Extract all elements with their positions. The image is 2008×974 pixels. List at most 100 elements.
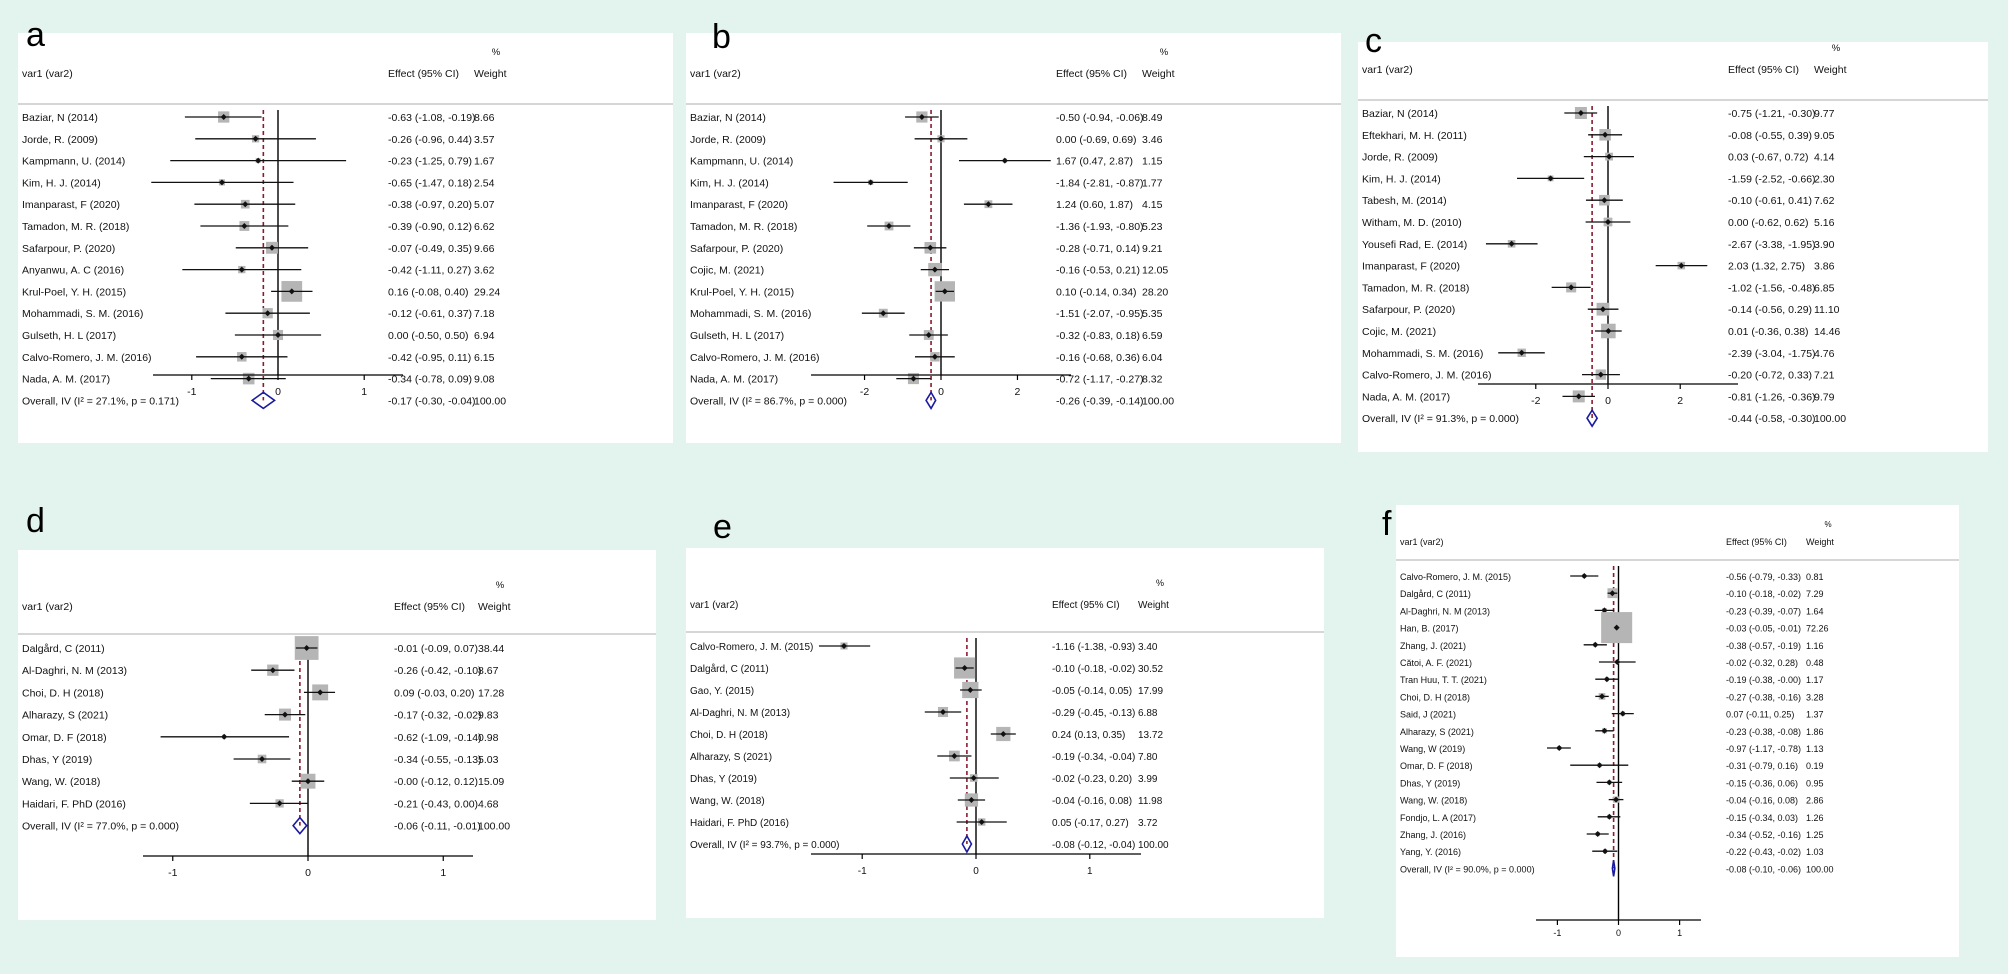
forest-panel-b: % var1 (var2) Effect (95% CI) Weight Baziar,… xyxy=(686,33,1341,443)
study-point-estimate xyxy=(1581,573,1588,579)
study-weight-text: 17.99 xyxy=(1138,686,1163,697)
study-point-estimate xyxy=(1601,607,1608,614)
study-label: Al-Daghri, N. M (2013) xyxy=(690,708,790,719)
study-effect-text: -0.10 (-0.18, -0.02) xyxy=(1726,589,1801,599)
study-label: Wang, W. (2018) xyxy=(1400,796,1467,806)
study-effect-text: -0.29 (-0.45, -0.13) xyxy=(1052,708,1135,719)
study-point-estimate xyxy=(245,375,252,382)
study-effect-text: -0.50 (-0.94, -0.06) xyxy=(1056,112,1144,124)
x-axis-tick-label: 0 xyxy=(1605,395,1611,407)
study-point-estimate xyxy=(970,775,977,781)
study-weight-text: 4.68 xyxy=(478,798,499,810)
study-weight-text: 5.23 xyxy=(1142,221,1163,233)
x-axis-tick-label: -1 xyxy=(187,386,196,398)
study-weight-text: 3.99 xyxy=(1138,774,1158,785)
study-effect-text: 2.03 (1.32, 2.75) xyxy=(1728,261,1805,273)
header-study-column: var1 (var2) xyxy=(22,68,73,80)
study-weight-text: 9.05 xyxy=(1814,130,1835,142)
x-axis-tick-label: -1 xyxy=(168,867,177,879)
study-effect-text: 0.09 (-0.03, 0.20) xyxy=(394,687,475,699)
study-point-estimate xyxy=(241,223,248,229)
study-point-estimate xyxy=(259,756,266,762)
study-label: Safarpour, P. (2020) xyxy=(22,243,115,255)
study-weight-text: 15.09 xyxy=(478,776,504,788)
study-weight-text: 9.83 xyxy=(478,710,499,722)
study-effect-text: -0.21 (-0.43, 0.00) xyxy=(394,798,478,810)
study-point-estimate xyxy=(303,645,310,651)
header-effect-column: Effect (95% CI) xyxy=(394,601,465,613)
study-label: Dhas, Y (2019) xyxy=(1400,778,1460,788)
study-weight-text: 1.26 xyxy=(1806,813,1824,823)
overall-label: Overall, IV (I² = 77.0%, p = 0.000) xyxy=(22,821,179,833)
study-weight-text: 5.03 xyxy=(478,754,499,766)
study-point-estimate xyxy=(1592,641,1599,648)
study-label: Jorde, R. (2009) xyxy=(690,134,766,146)
study-effect-text: -0.15 (-0.36, 0.06) xyxy=(1726,778,1798,788)
study-point-estimate xyxy=(1568,284,1575,291)
forest-plot-f: % var1 (var2) Effect (95% CI) Weight Calvo-R… xyxy=(1396,520,1959,938)
study-weight-text: 30.52 xyxy=(1138,664,1163,675)
forest-plot-a: % var1 (var2) Effect (95% CI) Weight Baziar,… xyxy=(18,47,673,410)
study-effect-text: -0.28 (-0.71, 0.14) xyxy=(1056,243,1140,255)
study-weight-text: 2.30 xyxy=(1814,173,1835,185)
study-weight-text: 3.28 xyxy=(1806,692,1824,702)
study-effect-text: -0.65 (-1.47, 0.18) xyxy=(388,177,472,189)
overall-effect-text: -0.08 (-0.10, -0.06) xyxy=(1726,864,1801,874)
study-effect-text: -1.02 (-1.56, -0.48) xyxy=(1728,282,1816,294)
study-weight-text: 5.07 xyxy=(474,199,495,211)
study-point-estimate xyxy=(1000,731,1007,737)
study-point-estimate xyxy=(978,819,985,825)
study-weight-text: 5.35 xyxy=(1142,308,1163,320)
x-axis-tick-label: -2 xyxy=(1531,395,1540,407)
study-point-estimate xyxy=(1678,262,1685,269)
study-label: Choi, D. H (2018) xyxy=(22,687,104,699)
header-study-column: var1 (var2) xyxy=(1362,64,1413,76)
study-weight-text: 3.90 xyxy=(1814,239,1835,251)
study-point-estimate xyxy=(1603,676,1610,683)
study-label: Safarpour, P. (2020) xyxy=(690,243,783,255)
x-axis-tick-label: 0 xyxy=(305,867,311,879)
header-study-column: var1 (var2) xyxy=(690,68,741,80)
study-weight-text: 1.15 xyxy=(1142,156,1163,168)
study-label: Han, B. (2017) xyxy=(1400,624,1459,634)
study-label: Tran Huu, T. T. (2021) xyxy=(1400,675,1487,685)
study-effect-text: -0.31 (-0.79, 0.16) xyxy=(1726,761,1798,771)
study-label: Kim, H. J. (2014) xyxy=(690,177,769,189)
study-point-estimate xyxy=(1518,349,1525,356)
header-effect-column: Effect (95% CI) xyxy=(1726,537,1787,547)
study-effect-text: -0.23 (-0.38, -0.08) xyxy=(1726,727,1801,737)
forest-plot-e: % var1 (var2) Effect (95% CI) Weight Calvo-R… xyxy=(686,578,1324,877)
study-weight-text: 5.16 xyxy=(1814,217,1835,229)
study-label: Said, J (2021) xyxy=(1400,710,1456,720)
study-weight-text: 8.49 xyxy=(1142,112,1163,124)
study-point-estimate xyxy=(931,266,938,273)
overall-effect-text: -0.08 (-0.12, -0.04) xyxy=(1052,840,1135,851)
study-weight-text: 1.64 xyxy=(1806,606,1824,616)
study-label: Gulseth, H. L (2017) xyxy=(22,330,116,342)
study-weight-text: 4.14 xyxy=(1814,152,1835,164)
forest-plot-d: % var1 (var2) Effect (95% CI) Weight Dalgård… xyxy=(18,580,656,879)
study-label: Kampmann, U. (2014) xyxy=(690,156,793,168)
header-weight-column: Weight xyxy=(1142,68,1175,80)
study-label: Mohammadi, S. M. (2016) xyxy=(690,308,811,320)
study-effect-text: -0.22 (-0.43, -0.02) xyxy=(1726,847,1801,857)
study-point-estimate xyxy=(269,667,276,674)
study-point-estimate xyxy=(218,179,225,186)
study-label: Yousefi Rad, E. (2014) xyxy=(1362,239,1467,251)
overall-effect-text: -0.17 (-0.30, -0.04) xyxy=(388,395,476,407)
study-effect-text: -0.63 (-1.08, -0.19) xyxy=(388,112,476,124)
study-point-estimate xyxy=(927,244,934,251)
study-weight-text: 2.54 xyxy=(474,177,495,189)
panel-label-b: b xyxy=(712,18,731,56)
study-label: Baziar, N (2014) xyxy=(690,112,766,124)
study-effect-text: 0.00 (-0.62, 0.62) xyxy=(1728,217,1809,229)
study-effect-text: -0.12 (-0.61, 0.37) xyxy=(388,308,472,320)
study-label: Gulseth, H. L (2017) xyxy=(690,330,784,342)
forest-plot-c: % var1 (var2) Effect (95% CI) Weight Baziar,… xyxy=(1358,43,1988,428)
study-effect-text: 0.07 (-0.11, 0.25) xyxy=(1726,710,1794,720)
study-label: Alharazy, S (2021) xyxy=(690,752,772,763)
overall-diamond xyxy=(925,390,937,410)
study-label: Imanparast, F (2020) xyxy=(22,199,120,211)
study-point-estimate xyxy=(1606,153,1613,160)
study-weight-text: 9.66 xyxy=(474,243,495,255)
